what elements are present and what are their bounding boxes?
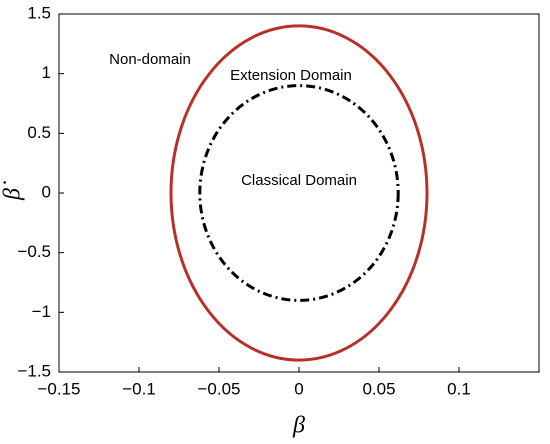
ellipse bbox=[169, 24, 429, 362]
y-tick-label: −0.5 bbox=[17, 242, 51, 261]
x-tick-label: 0.05 bbox=[362, 379, 395, 398]
y-tick-label: −1.5 bbox=[17, 361, 51, 380]
ellipse bbox=[198, 84, 400, 302]
y-tick-label: 0.5 bbox=[27, 123, 51, 142]
annotation: Non-domain bbox=[109, 51, 191, 68]
x-tick-label: −0.15 bbox=[37, 379, 80, 398]
x-tick-label: 0.1 bbox=[447, 379, 471, 398]
y-tick-label: 0 bbox=[42, 182, 51, 201]
annotation: Classical Domain bbox=[241, 172, 357, 189]
y-tick-label: 1 bbox=[42, 63, 51, 82]
x-tick-label: 0 bbox=[294, 379, 303, 398]
x-tick-label: −0.05 bbox=[197, 379, 240, 398]
x-tick-label: −0.1 bbox=[122, 379, 156, 398]
x-axis-label: β bbox=[292, 413, 305, 439]
y-axis-label: β̇ bbox=[0, 181, 26, 201]
annotation: Extension Domain bbox=[230, 67, 352, 84]
y-tick-label: 1.5 bbox=[27, 3, 51, 22]
y-tick-label: −1 bbox=[32, 302, 51, 321]
